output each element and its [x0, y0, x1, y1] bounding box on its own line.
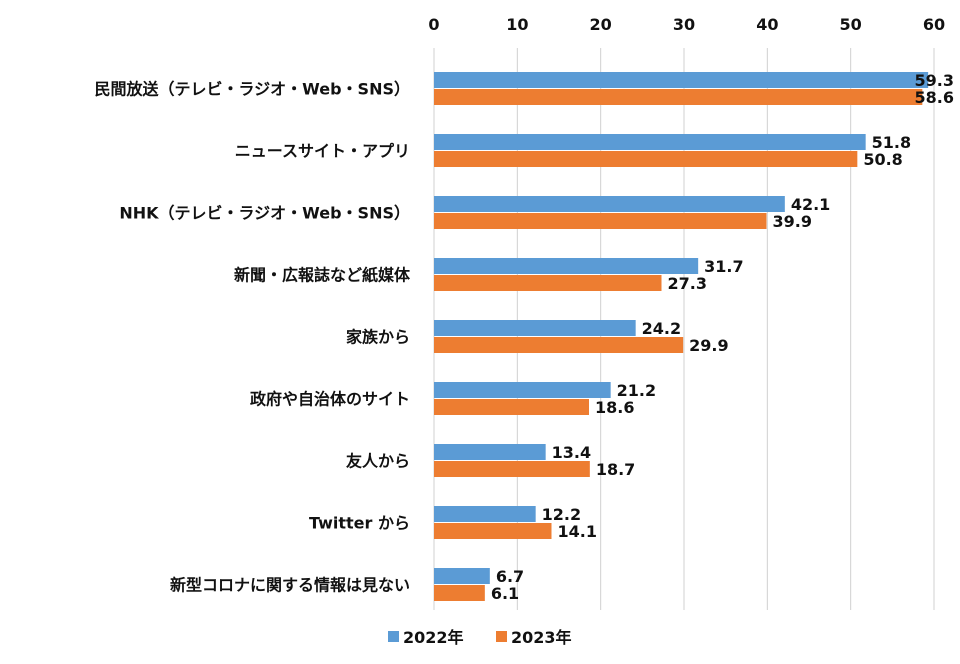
- data-label: 59.3: [915, 71, 954, 90]
- data-label: 14.1: [558, 522, 597, 541]
- category-label: ニュースサイト・アプリ: [235, 142, 410, 161]
- x-tick-label: 30: [673, 15, 695, 34]
- bar-2022: [434, 568, 490, 584]
- x-axis-ticks: 0 10 20 30 40 50 60: [428, 15, 945, 34]
- bar-2023: [434, 151, 858, 167]
- data-labels: 59.358.6 51.850.8 42.139.9 31.727.3 24.2 29.9…: [491, 71, 954, 603]
- data-label: 39.9: [773, 212, 812, 231]
- data-label: 50.8: [863, 150, 902, 169]
- category-labels: 民間放送（テレビ・ラジオ・Web・SNS） ニュースサイト・アプリ NHK（テレビ・…: [94, 80, 411, 595]
- data-label: 13.4: [552, 443, 591, 462]
- data-label: 6.7: [496, 567, 524, 586]
- bars: [434, 72, 929, 601]
- category-label: 民間放送（テレビ・ラジオ・Web・SNS）: [94, 80, 410, 99]
- bar-2023: [434, 523, 552, 539]
- bar-2022: [434, 320, 636, 336]
- category-label: NHK（テレビ・ラジオ・Web・SNS）: [119, 204, 410, 223]
- bar-2022: [434, 382, 611, 398]
- legend-swatch: [496, 631, 507, 642]
- bar-2023: [434, 89, 923, 105]
- x-tick-label: 0: [428, 15, 439, 34]
- category-label: 新型コロナに関する情報は見ない: [170, 576, 410, 595]
- data-label: 18.6: [595, 398, 634, 417]
- bar-2023: [434, 399, 589, 415]
- category-label: 新聞・広報誌など紙媒体: [234, 266, 411, 285]
- data-label: 29.9: [689, 336, 728, 355]
- data-label: 24.2: [642, 319, 681, 338]
- data-label: 6.1: [491, 584, 519, 603]
- legend: 2022年 2023年: [388, 628, 572, 647]
- bar-2022: [434, 258, 699, 274]
- x-tick-label: 10: [506, 15, 528, 34]
- legend-label: 2022年: [403, 628, 464, 647]
- data-label: 58.6: [915, 88, 954, 107]
- bar-2023: [434, 585, 485, 601]
- bar-2023: [434, 337, 684, 353]
- category-label: Twitter から: [309, 514, 410, 533]
- bar-2022: [434, 506, 536, 522]
- category-label: 政府や自治体のサイト: [250, 390, 410, 409]
- bar-2022: [434, 134, 866, 150]
- bar-2023: [434, 213, 767, 229]
- legend-label: 2023年: [511, 628, 572, 647]
- data-label: 12.2: [542, 505, 581, 524]
- x-tick-label: 60: [923, 15, 945, 34]
- x-tick-label: 40: [756, 15, 778, 34]
- data-label: 51.8: [872, 133, 911, 152]
- data-label: 27.3: [668, 274, 707, 293]
- data-label: 42.1: [791, 195, 830, 214]
- data-label: 31.7: [704, 257, 743, 276]
- bar-2023: [434, 461, 590, 477]
- category-label: 家族から: [346, 328, 410, 347]
- legend-swatch: [388, 631, 399, 642]
- bar-2022: [434, 72, 929, 88]
- bar-2022: [434, 444, 546, 460]
- category-label: 友人から: [346, 452, 410, 471]
- bar-2023: [434, 275, 662, 291]
- data-label: 21.2: [617, 381, 656, 400]
- data-label: 18.7: [596, 460, 635, 479]
- bar-2022: [434, 196, 785, 212]
- x-tick-label: 50: [840, 15, 862, 34]
- x-tick-label: 20: [590, 15, 612, 34]
